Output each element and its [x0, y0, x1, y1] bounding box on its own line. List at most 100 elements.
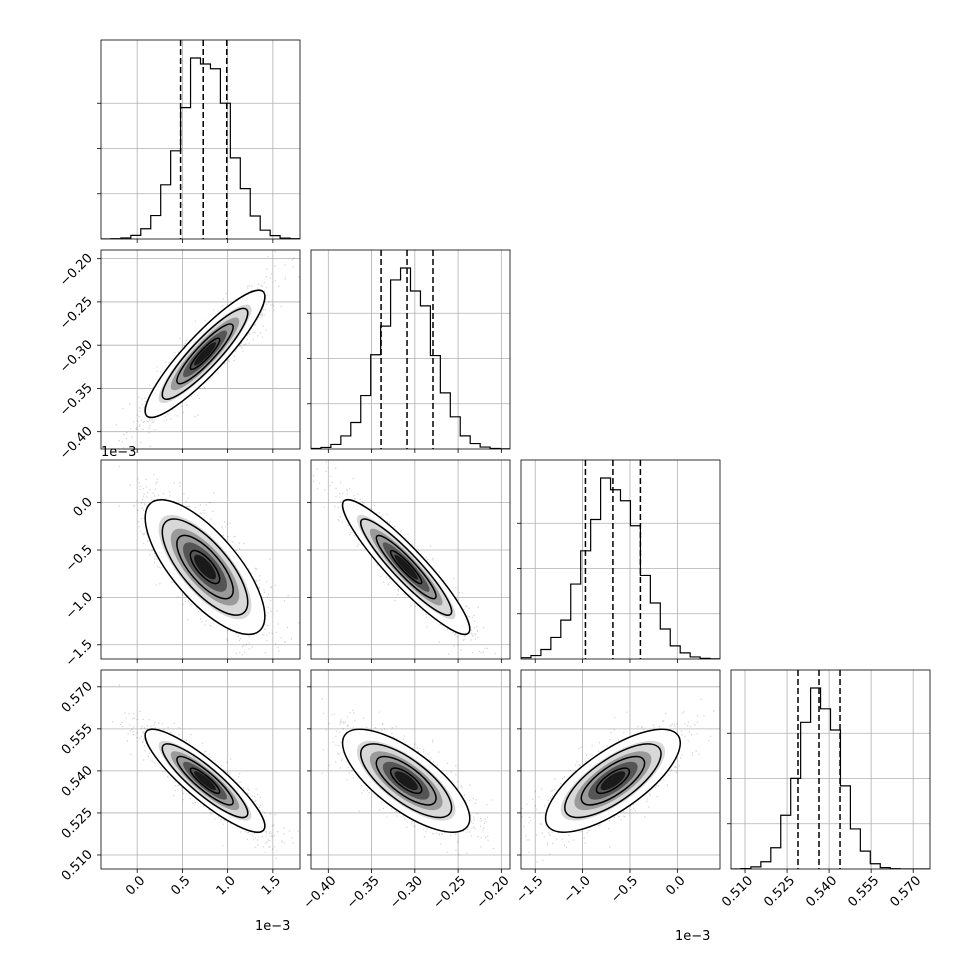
contour-3 [189, 549, 221, 585]
panel-frame [100, 39, 301, 240]
density-level-4 [394, 771, 418, 791]
histogram-step [311, 267, 510, 449]
contours [341, 728, 471, 833]
histogram-step [101, 57, 300, 239]
panel-content [321, 698, 495, 856]
y-tick-label: −0.35 [57, 381, 96, 420]
y-tick-label: −0.5 [63, 542, 96, 575]
y-tick-label: −0.40 [57, 424, 96, 463]
x-tick-label: −0.30 [387, 873, 426, 912]
panel-content [521, 460, 720, 659]
panel-content [312, 461, 496, 655]
panel-frame [100, 249, 301, 450]
panel-0-0 [97, 39, 301, 243]
x-tick-label: 1.5 [259, 873, 284, 898]
panel-content [521, 698, 715, 863]
x-offset-label-2: 1e−3 [675, 929, 710, 944]
panel-content [111, 684, 299, 860]
contour-3 [389, 549, 423, 585]
contour-1 [360, 743, 453, 819]
histogram-step [521, 477, 720, 659]
y-tick-label: 0.510 [59, 847, 96, 884]
x-tick-label: 0.510 [719, 873, 756, 910]
contour-2 [375, 755, 437, 806]
y-tick-label: 0.0 [71, 495, 96, 520]
contours [144, 728, 266, 833]
panel-frame [310, 249, 511, 450]
y-tick-label: −1.0 [63, 590, 96, 623]
panel-3-3: 0.510 0.525 0.540 0.555 0.570 [719, 669, 931, 910]
contours [341, 498, 471, 636]
panel-frame [520, 669, 721, 870]
density-fill [145, 290, 265, 418]
contour-1 [360, 518, 453, 616]
density-level-4 [600, 771, 626, 791]
density-fill [342, 499, 470, 635]
panel-content [118, 466, 300, 659]
contour-3 [189, 337, 221, 371]
panel-frame [310, 459, 511, 660]
panel-content [311, 250, 510, 449]
contour-1 [564, 743, 662, 819]
x-tick-label: 0.5 [168, 873, 193, 898]
x-tick-label: 1.0 [214, 873, 239, 898]
contour-2 [375, 534, 437, 600]
x-tick-label: −0.35 [344, 873, 383, 912]
contour-3 [595, 767, 631, 795]
contour-0 [144, 499, 266, 636]
grid [311, 250, 510, 449]
y-tick-label: 0.540 [59, 763, 96, 800]
contour-3 [189, 767, 221, 795]
y-tick-label: 0.555 [59, 721, 96, 758]
contour-0 [544, 728, 681, 833]
panel-content [101, 40, 300, 239]
x-tick-label: −0.5 [608, 873, 641, 906]
panel-2-1 [307, 459, 511, 663]
x-tick-label: 0.540 [803, 873, 840, 910]
x-offset-label-0: 1e−3 [255, 919, 290, 934]
density-level-4 [194, 771, 217, 791]
contour-0 [341, 728, 471, 833]
x-tick-label: −1.0 [561, 873, 594, 906]
contour-0 [341, 498, 471, 636]
x-tick-label: −1.5 [513, 873, 546, 906]
contour-3 [389, 767, 423, 795]
panel-frame [520, 459, 721, 660]
grid [101, 40, 300, 239]
y-tick-label: 0.570 [59, 679, 96, 716]
contour-2 [176, 323, 234, 385]
contours [144, 499, 266, 636]
contour-0 [144, 289, 266, 419]
panel-3-2: −1.5 −1.0 −0.5 0.0 [513, 669, 721, 906]
y-tick-label: 0.525 [59, 805, 96, 842]
x-tick-label: 0.525 [761, 873, 798, 910]
x-tick-label: −0.20 [474, 873, 513, 912]
panel-content [115, 250, 300, 449]
density-fill [545, 729, 681, 833]
panel-frame [310, 669, 511, 870]
contour-1 [161, 307, 249, 401]
x-tick-label: 0.0 [663, 873, 688, 898]
scatter-points [118, 466, 300, 659]
grid [101, 670, 300, 869]
x-tick-label: −0.40 [301, 873, 340, 912]
y-tick-label: −0.30 [57, 337, 96, 376]
panel-1-0: −0.40 −0.35 −0.30 −0.25 −0.20 [57, 249, 301, 463]
x-tick-label: 0.570 [887, 873, 924, 910]
panel-frame [100, 669, 301, 870]
y-tick-label: −0.20 [57, 251, 96, 290]
contour-1 [161, 743, 249, 819]
panel-3-1: −0.40 −0.35 −0.30 −0.25 −0.20 [301, 669, 513, 912]
grid [521, 460, 720, 659]
density-level-4 [194, 554, 217, 580]
panel-frame [730, 669, 931, 870]
corner-plot-root: −0.40−0.35−0.30−0.25−0.20−1.5−1.0−0.50.0… [57, 39, 931, 944]
contour-2 [580, 755, 646, 806]
contour-2 [176, 755, 234, 806]
y-offset-label: 1e−3 [101, 445, 136, 460]
y-tick-label: −1.5 [63, 637, 96, 670]
panel-3-0: 0.0 0.5 1.0 1.5 0.510 0.525 0.540 0.555 0.570 [59, 669, 301, 899]
panel-frame [100, 459, 301, 660]
contour-2 [176, 534, 234, 600]
